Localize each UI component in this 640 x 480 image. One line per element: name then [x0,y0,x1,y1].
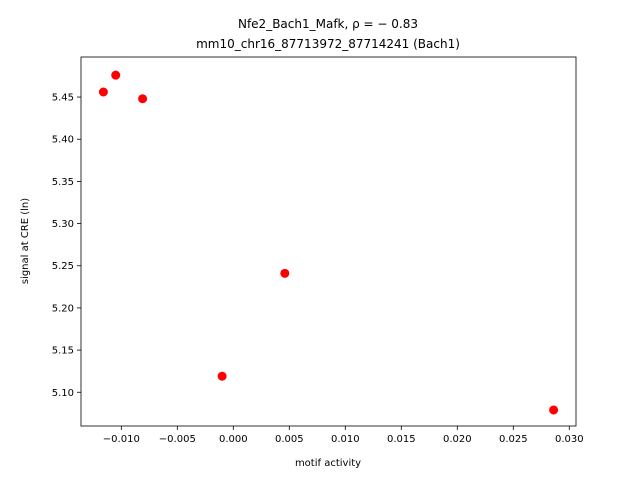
x-axis-label: motif activity [295,458,361,469]
x-tick-label: 0.030 [555,434,584,445]
x-tick-label: 0.025 [499,434,528,445]
x-tick-label: −0.010 [103,434,140,445]
x-tick-label: 0.005 [275,434,304,445]
x-tick-label: −0.005 [159,434,196,445]
y-tick-label: 5.45 [52,93,74,104]
y-tick-label: 5.25 [52,261,74,272]
point [111,70,121,80]
x-tick-label: 0.020 [443,434,472,445]
point [98,87,108,97]
y-tick-label: 5.20 [52,303,74,314]
y-tick-label: 5.35 [52,177,74,188]
y-tick-label: 5.30 [52,219,74,230]
y-tick-label: 5.40 [52,135,74,146]
plot-frame [80,56,577,427]
chart-subtitle: mm10_chr16_87713972_87714241 (Bach1) [196,37,460,51]
point [549,405,559,415]
point [217,371,227,381]
x-tick-label: 0.000 [219,434,248,445]
y-tick-label: 5.10 [52,388,74,399]
chart-title: Nfe2_Bach1_Mafk, ρ = − 0.83 [238,17,418,31]
x-tick-label: 0.015 [387,434,416,445]
y-tick-label: 5.15 [52,346,74,357]
point [280,268,290,278]
point [138,94,148,104]
x-tick-label: 0.010 [331,434,360,445]
y-axis-label: signal at CRE (ln) [20,198,31,284]
